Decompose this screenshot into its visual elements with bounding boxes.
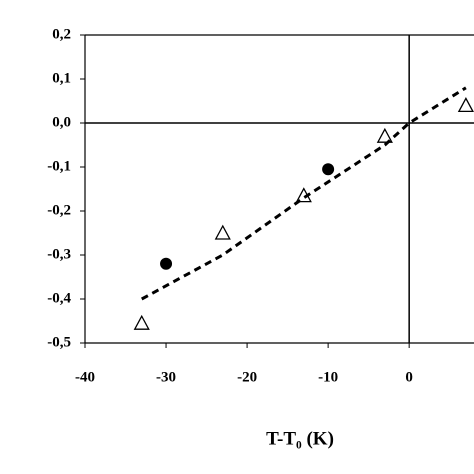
x-tick-label: 0 [405,369,413,385]
y-tick-label: -0,4 [47,290,71,306]
y-tick-label: -0,3 [47,246,71,262]
x-tick-label: -20 [237,369,257,385]
point [133,314,150,330]
trend-line [141,86,467,301]
y-tick-label: -0,2 [47,202,71,218]
y-tick-label: 0,2 [52,26,71,42]
point [214,224,231,240]
y-tick-label: -0,5 [47,334,71,350]
x-tick-label: -30 [156,369,176,385]
point [376,127,393,143]
point [457,97,474,113]
y-tick-label: 0,0 [52,114,71,130]
x-tick-label: -10 [318,369,338,385]
y-tick-label: -0,1 [47,158,71,174]
y-tick-label: 0,1 [52,70,71,86]
point [322,163,335,176]
x-axis-label: T-T₀ (K) [266,428,334,449]
x-tick-label: -40 [75,369,95,385]
point [160,257,173,270]
